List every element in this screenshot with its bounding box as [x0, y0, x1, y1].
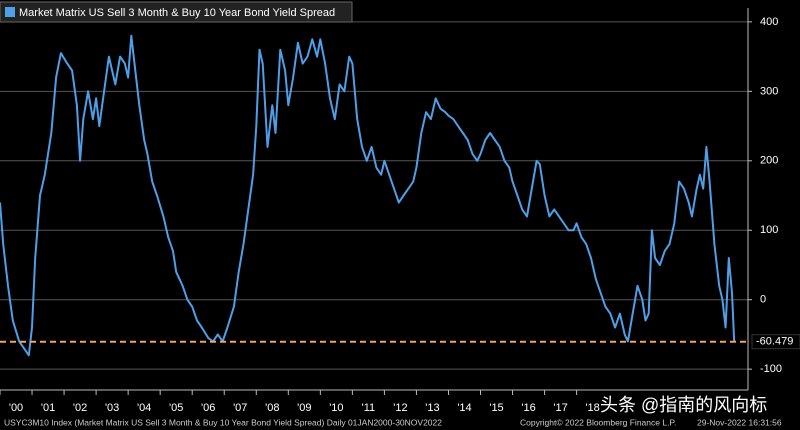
series-line: [0, 34, 736, 357]
last-value-box: [751, 334, 800, 350]
y-tick-label: 0: [760, 294, 766, 306]
x-tick-label: '13: [425, 402, 439, 414]
x-tick-label: '04: [137, 402, 151, 414]
x-tick-label: '12: [393, 402, 407, 414]
y-tick-label: 200: [760, 155, 778, 167]
x-tick-label: '03: [105, 402, 119, 414]
x-tick-label: '05: [169, 402, 183, 414]
x-tick-label: '06: [201, 402, 215, 414]
x-tick-label: '15: [489, 402, 503, 414]
footer-timestamp: 29-Nov-2022 16:31:56: [697, 417, 782, 427]
x-tick-label: '18: [585, 402, 599, 414]
x-tick-label: '09: [297, 402, 311, 414]
y-tick-label: 300: [760, 85, 778, 97]
watermark: 头条 @指南的风向标: [600, 395, 767, 415]
x-tick-label: '11: [362, 402, 376, 414]
legend: Market Matrix US Sell 3 Month & Buy 10 Y…: [0, 1, 353, 23]
y-tick-label: 100: [760, 224, 778, 236]
x-tick-label: '10: [329, 402, 343, 414]
last-value-label: -60.479: [756, 336, 793, 348]
legend-label: Market Matrix US Sell 3 Month & Buy 10 Y…: [19, 7, 335, 19]
footer-source: USYC3M10 Index (Market Matrix US Sell 3 …: [4, 417, 442, 427]
x-tick-label: '02: [73, 402, 87, 414]
y-tick-label: -100: [760, 363, 782, 375]
x-tick-label: '08: [265, 402, 279, 414]
x-tick-label: '07: [233, 402, 247, 414]
footer-copyright: Copyright© 2022 Bloomberg Finance L.P.: [520, 417, 676, 427]
x-tick-label: '17: [553, 402, 567, 414]
x-tick-label: '00: [9, 402, 23, 414]
x-tick-label: '01: [41, 402, 55, 414]
y-tick-label: 400: [760, 16, 778, 28]
legend-box: [0, 1, 353, 23]
legend-swatch: [5, 7, 15, 17]
x-tick-label: '16: [521, 402, 535, 414]
x-tick-label: '14: [457, 402, 471, 414]
